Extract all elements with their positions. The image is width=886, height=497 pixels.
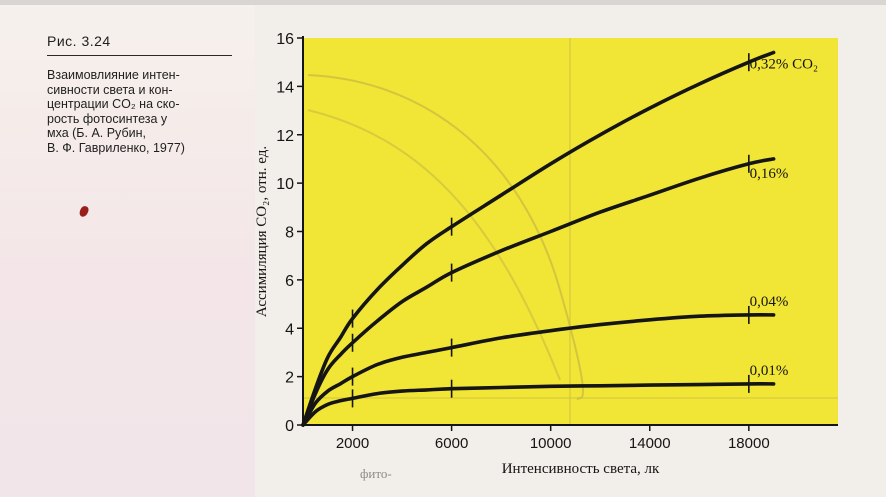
chart-axes: 0 2 4 6 8 10 12 14 16 2000 6000 10000 14000 18000 Инте… xyxy=(254,31,838,477)
series-label: 0,04% xyxy=(750,294,789,310)
y-tick-label: 6 xyxy=(285,273,294,290)
page-footer-text: фито- xyxy=(360,466,392,481)
y-tick-label: 12 xyxy=(276,128,294,145)
x-tick-label: 6000 xyxy=(435,435,468,452)
chart-labels: 0,32% CO₂ 0,16% 0,04% 0,01% xyxy=(750,57,819,379)
y-axis-title: Ассимиляция CO₂, отн. ед. xyxy=(254,146,270,317)
y-tick-label: 10 xyxy=(276,176,294,193)
series-label: 0,32% CO₂ xyxy=(750,57,819,73)
page-left-tint xyxy=(0,0,255,497)
series-line xyxy=(301,50,776,427)
x-axis-title: Интенсивность света, лк xyxy=(502,461,660,477)
y-tick-label: 14 xyxy=(276,79,294,96)
y-tick-label: 16 xyxy=(276,31,294,48)
y-tick-label: 8 xyxy=(285,225,294,242)
series-line xyxy=(301,157,776,427)
caption-divider xyxy=(47,55,232,56)
x-tick-label: 18000 xyxy=(728,435,770,452)
chart-series xyxy=(301,50,776,427)
y-tick-label: 2 xyxy=(285,370,294,387)
x-tick-label: 14000 xyxy=(629,435,671,452)
y-tick-label: 0 xyxy=(285,418,294,435)
series-label: 0,16% xyxy=(750,166,789,182)
series-line xyxy=(301,313,776,427)
series-label: 0,01% xyxy=(750,363,789,379)
series-line xyxy=(301,382,776,427)
figure-caption: Рис. 3.24 Взаимовлияние интен- сивности … xyxy=(47,33,232,156)
bleed-through-ghost xyxy=(303,38,838,425)
page-top-border xyxy=(0,0,886,5)
y-tick-label: 4 xyxy=(285,321,294,338)
caption-text: Взаимовлияние интен- сивности света и ко… xyxy=(47,68,185,155)
figure-number: Рис. 3.24 xyxy=(47,33,111,49)
ghost-curve xyxy=(307,109,561,381)
x-tick-label: 10000 xyxy=(530,435,572,452)
x-tick-label: 2000 xyxy=(336,435,369,452)
